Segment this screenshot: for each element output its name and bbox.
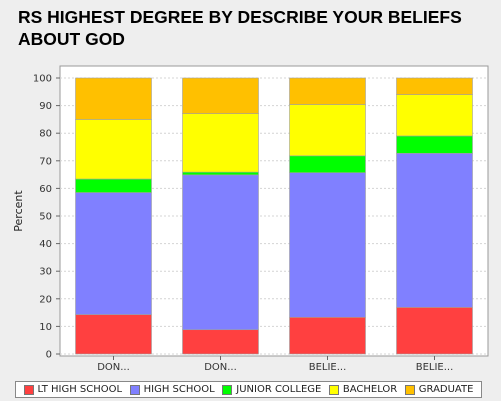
legend-swatch: [222, 384, 233, 395]
y-axis-label: Percent: [12, 190, 25, 232]
bar-segment: [75, 77, 152, 120]
x-tick-label: DON...: [204, 362, 237, 373]
chart-title: RS HIGHEST DEGREE BY DESCRIBE YOUR BELIE…: [18, 7, 462, 49]
y-tick-label: 10: [39, 322, 52, 333]
legend-swatch: [404, 384, 415, 395]
legend-swatch: [328, 384, 339, 395]
y-tick-label: 40: [39, 239, 52, 250]
y-tick-label: 0: [46, 350, 52, 361]
bar-segment: [75, 314, 152, 355]
legend-item: BACHELOR: [328, 384, 398, 395]
y-tick-label: 60: [39, 184, 52, 195]
bar-segment: [182, 113, 259, 173]
bar-segment: [182, 77, 259, 114]
legend-swatch: [23, 384, 34, 395]
bar-segment: [289, 77, 366, 105]
bar-segment: [289, 104, 366, 157]
bar-segment: [396, 77, 473, 95]
bars: [75, 77, 473, 355]
legend-label: BACHELOR: [342, 384, 398, 395]
x-tick-label: BELIE...: [416, 362, 454, 373]
y-tick-label: 50: [39, 212, 52, 223]
legend-label: JUNIOR COLLEGE: [236, 384, 322, 395]
bar-segment: [182, 174, 259, 331]
bar-segment: [289, 172, 366, 318]
legend-item: LT HIGH SCHOOL: [23, 384, 123, 395]
x-tick-label: DON...: [97, 362, 130, 373]
bar-segment: [396, 153, 473, 308]
legend-item: HIGH SCHOOL: [129, 384, 215, 395]
legend-label: HIGH SCHOOL: [143, 384, 215, 395]
bar-segment: [182, 329, 259, 355]
legend-label: LT HIGH SCHOOL: [37, 384, 123, 395]
y-tick-label: 100: [33, 74, 52, 85]
bar-segment: [396, 135, 473, 154]
chart-legend: LT HIGH SCHOOL HIGH SCHOOL JUNIOR COLLEGE B…: [15, 381, 482, 398]
bar-segment: [289, 316, 366, 355]
y-tick-label: 70: [39, 156, 52, 167]
bar-segment: [182, 171, 259, 176]
y-tick-label: 80: [39, 129, 52, 140]
y-tick-label: 90: [39, 101, 52, 112]
legend-item: JUNIOR COLLEGE: [222, 384, 321, 395]
bar-segment: [396, 94, 473, 137]
legend-item: GRADUATE: [404, 384, 474, 395]
legend-label: GRADUATE: [418, 384, 474, 395]
x-tick-label: BELIE...: [309, 362, 347, 373]
bar-segment: [75, 178, 152, 193]
bar-segment: [75, 192, 152, 315]
y-tick-label: 30: [39, 267, 52, 278]
bar-segment: [396, 307, 473, 355]
legend-swatch: [129, 384, 140, 395]
bar-segment: [289, 155, 366, 173]
bar-segment: [75, 119, 152, 180]
y-tick-label: 20: [39, 294, 52, 305]
axes: 0 10 20 30 40 50 60 70 80 90 100 DON... DON... BELIE.…: [33, 74, 453, 374]
